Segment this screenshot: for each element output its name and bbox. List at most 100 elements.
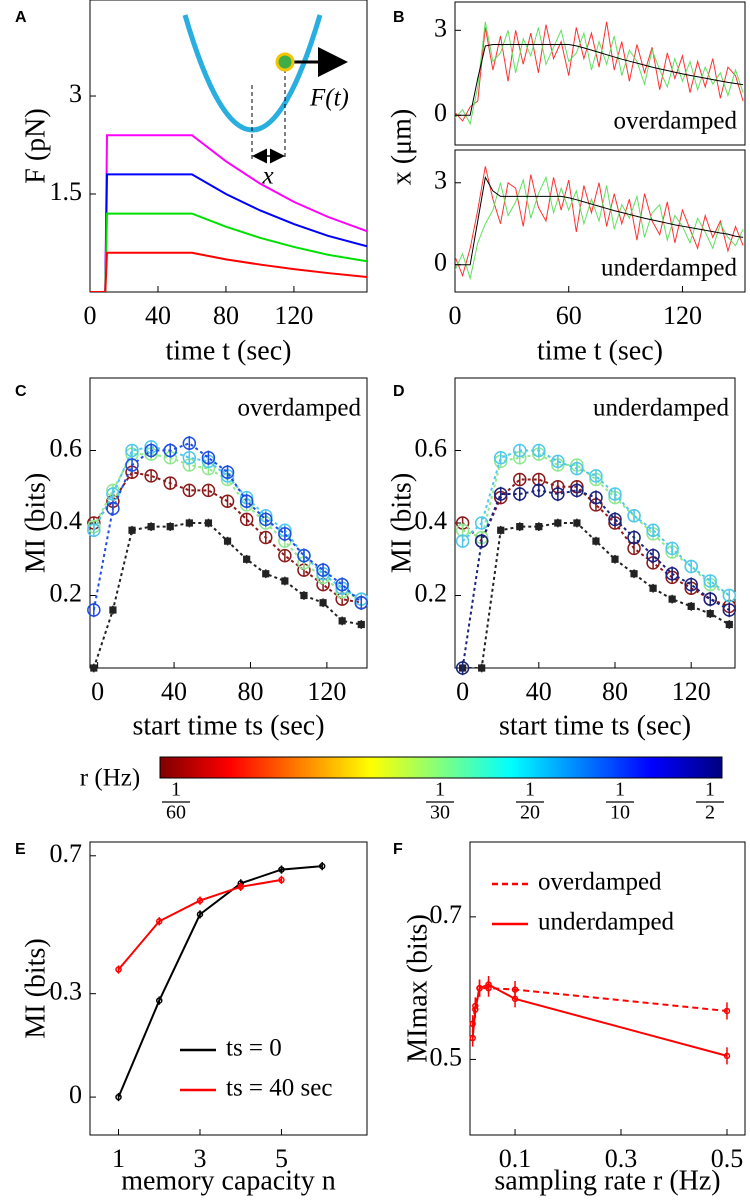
marker	[706, 610, 714, 618]
marker	[455, 534, 470, 548]
y-tick-label: 0.3	[50, 977, 83, 1006]
marker	[497, 526, 505, 534]
x-tick-label: 40	[145, 301, 171, 330]
marker	[196, 897, 204, 904]
marker	[570, 483, 584, 498]
colorbar-tick-numerator: 1	[705, 779, 715, 801]
series-line	[462, 522, 730, 668]
marker	[106, 501, 120, 516]
marker	[687, 602, 695, 610]
marker	[668, 595, 676, 603]
marker	[87, 603, 101, 617]
marker	[649, 584, 657, 592]
colorbar-tick-denominator: 2	[705, 802, 715, 824]
marker	[182, 483, 197, 498]
marker	[589, 490, 603, 505]
marker	[665, 541, 679, 556]
marker	[357, 620, 365, 629]
marker	[551, 454, 565, 469]
panel-label: E	[15, 841, 26, 858]
marker	[185, 519, 193, 527]
series-line	[455, 43, 744, 116]
marker	[147, 523, 155, 531]
marker	[166, 523, 174, 531]
y-tick-label: 0.6	[415, 433, 448, 462]
marker	[703, 592, 717, 606]
displacement-label: x	[261, 163, 273, 190]
marker	[627, 530, 641, 545]
y-tick-label: 0.7	[50, 839, 83, 868]
marker	[115, 1093, 122, 1101]
marker	[87, 523, 101, 537]
y-axis-label: x (μm)	[386, 109, 417, 185]
marker	[684, 559, 698, 574]
y-tick-label: 0	[434, 248, 447, 277]
x-tick-label: 120	[663, 301, 702, 330]
marker	[354, 596, 369, 610]
x-tick-label: 0	[84, 301, 97, 330]
marker	[646, 523, 660, 537]
marker	[516, 523, 524, 531]
marker	[338, 617, 346, 625]
x-axis-label: time t (sec)	[537, 335, 663, 366]
x-axis-label: time t (sec)	[166, 335, 292, 366]
series-line	[455, 21, 744, 122]
panel-label: A	[15, 9, 27, 26]
x-tick-label: 80	[237, 677, 263, 706]
marker	[156, 997, 163, 1004]
x-axis-label: start time ts (sec)	[132, 710, 324, 741]
marker	[297, 548, 311, 563]
y-axis-label: MI (bits)	[20, 938, 51, 1038]
annotation: overdamped	[237, 395, 361, 422]
y-tick-label: 0.5	[430, 1042, 463, 1071]
y-tick-label: 3	[434, 13, 447, 42]
marker	[469, 1034, 476, 1042]
series-line	[92, 442, 362, 611]
annotation: underdamped	[601, 255, 738, 282]
series-line	[471, 983, 728, 1057]
marker	[570, 461, 584, 476]
x-axis-label: start time ts (sec)	[499, 710, 691, 741]
y-axis-label: F (pN)	[20, 108, 51, 183]
x-tick-label: 0.5	[711, 1144, 744, 1173]
x-tick-label: 120	[307, 677, 346, 706]
marker	[144, 443, 158, 458]
marker	[90, 664, 98, 672]
marker	[220, 494, 235, 508]
marker	[513, 472, 527, 487]
marker	[474, 516, 489, 530]
y-tick-label: 0.4	[415, 506, 448, 535]
x-tick-label: 1	[112, 1144, 125, 1173]
marker	[278, 527, 292, 541]
x-tick-label: 120	[672, 677, 711, 706]
x-tick-label: 80	[213, 301, 239, 330]
marker	[611, 555, 619, 563]
annotation: overdamped	[613, 108, 737, 135]
y-axis-label: MI (bits)	[20, 473, 51, 573]
marker	[278, 876, 285, 884]
y-tick-label: 3	[434, 166, 447, 195]
y-axis-label: MImax (bits)	[402, 914, 433, 1063]
x-tick-label: 3	[193, 1144, 206, 1173]
legend-label: ts = 0	[226, 1035, 282, 1062]
marker	[589, 469, 603, 483]
marker	[163, 443, 177, 458]
series-line	[471, 987, 728, 1024]
x-tick-label: 0	[449, 301, 462, 330]
series-line	[92, 445, 362, 600]
marker	[201, 483, 216, 498]
marker	[485, 981, 492, 988]
marker	[163, 476, 177, 490]
marker	[239, 512, 254, 527]
marker	[608, 512, 622, 527]
axes-box	[89, 0, 368, 293]
y-tick-label: 0.7	[430, 900, 463, 929]
marker	[115, 966, 122, 973]
marker	[532, 483, 546, 498]
x-axis-label: sampling rate r (Hz)	[494, 1165, 720, 1196]
marker	[182, 436, 197, 450]
y-tick-label: 0	[69, 1080, 82, 1109]
marker	[156, 918, 163, 925]
colorbar-tick-numerator: 1	[171, 779, 181, 801]
